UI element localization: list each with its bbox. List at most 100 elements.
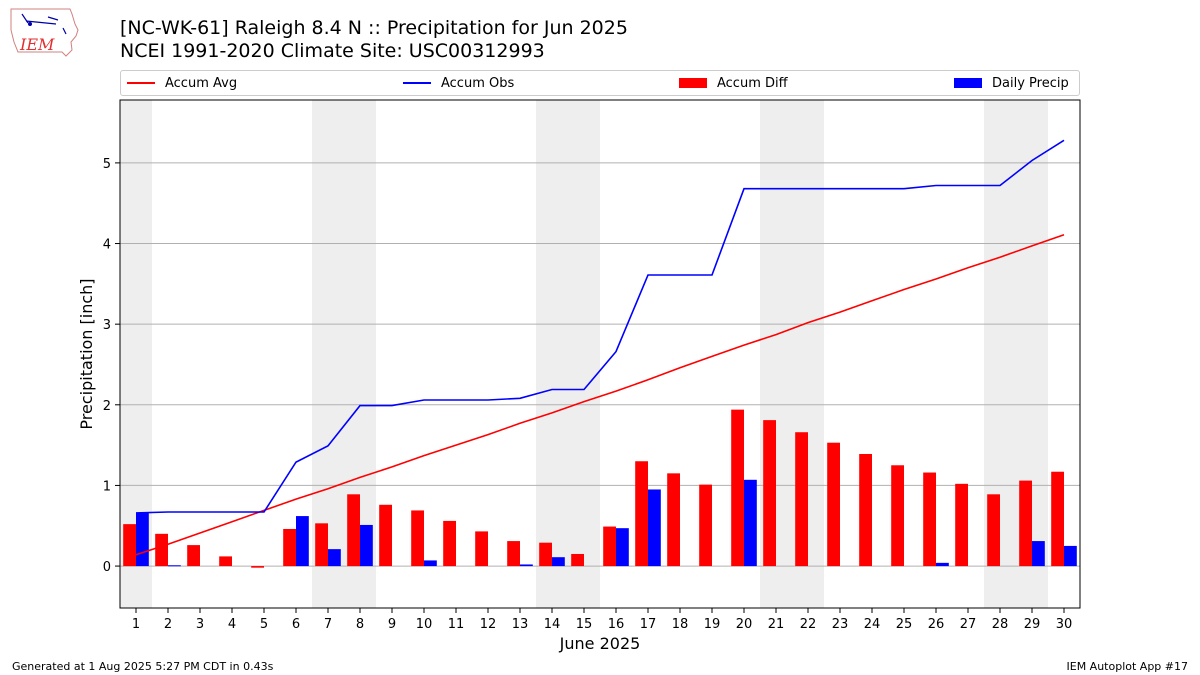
x-axis-label: June 2025 — [559, 634, 641, 653]
bar-daily-precip — [936, 562, 949, 567]
bar-accum-diff — [987, 494, 1000, 567]
legend-label-accum-obs: Accum Obs — [441, 75, 515, 91]
bar-accum-diff — [507, 541, 520, 567]
legend-item-daily-precip: Daily Precip — [954, 73, 1069, 93]
x-tick-label: 27 — [960, 617, 977, 632]
bar-daily-precip — [520, 564, 533, 567]
x-tick-label: 19 — [704, 617, 721, 632]
chart-subtitle: NCEI 1991-2020 Climate Site: USC00312993 — [120, 40, 545, 62]
x-tick-label: 9 — [388, 617, 396, 632]
x-tick-label: 18 — [672, 617, 689, 632]
bar-accum-diff — [923, 472, 936, 567]
bar-daily-precip — [136, 512, 149, 567]
y-tick-label: 5 — [103, 157, 111, 172]
x-tick-label: 20 — [736, 617, 753, 632]
x-tick-label: 1 — [132, 617, 140, 632]
bar-accum-diff — [603, 526, 616, 567]
y-tick-label: 1 — [103, 479, 111, 494]
bar-accum-diff — [155, 533, 168, 567]
weekend-shade — [536, 100, 568, 608]
bar-daily-precip — [328, 549, 341, 567]
legend-item-accum-obs: Accum Obs — [403, 73, 514, 93]
bar-daily-precip — [616, 528, 629, 567]
iem-logo: IEM — [8, 6, 80, 60]
x-tick-label: 17 — [640, 617, 657, 632]
x-tick-label: 24 — [864, 617, 881, 632]
bar-accum-diff — [475, 531, 488, 567]
bar-accum-diff — [891, 465, 904, 567]
bar-daily-precip — [744, 479, 757, 567]
x-tick-label: 10 — [416, 617, 433, 632]
legend-swatch-accum-diff — [679, 78, 707, 88]
legend-swatch-accum-obs — [403, 82, 431, 84]
legend-label-accum-avg: Accum Avg — [165, 75, 238, 91]
bar-accum-diff — [379, 504, 392, 567]
line-accum-avg — [135, 233, 1065, 556]
legend-label-accum-diff: Accum Diff — [717, 75, 788, 91]
bar-accum-diff — [1051, 471, 1064, 567]
legend-swatch-accum-avg — [127, 82, 155, 84]
y-axis-label: Precipitation [inch] — [77, 278, 96, 429]
y-tick-label: 2 — [103, 399, 111, 414]
bar-accum-diff — [795, 432, 808, 567]
legend-item-accum-diff: Accum Diff — [679, 73, 788, 93]
bar-accum-diff — [443, 520, 456, 567]
x-tick-label: 2 — [164, 617, 172, 632]
bar-daily-precip — [296, 516, 309, 567]
x-tick-label: 28 — [992, 617, 1009, 632]
x-tick-label: 29 — [1024, 617, 1041, 632]
x-tick-label: 25 — [896, 617, 913, 632]
x-tick-label: 23 — [832, 617, 849, 632]
x-tick-label: 12 — [480, 617, 497, 632]
legend-swatch-daily-precip — [954, 78, 982, 88]
footer-generated-text: Generated at 1 Aug 2025 5:27 PM CDT in 0… — [12, 660, 274, 673]
bar-accum-diff — [763, 420, 776, 567]
bar-daily-precip — [168, 565, 181, 567]
x-tick-label: 15 — [576, 617, 593, 632]
footer-app-text: IEM Autoplot App #17 — [1066, 660, 1189, 673]
bar-accum-diff — [731, 409, 744, 567]
bar-daily-precip — [552, 557, 565, 567]
x-tick-label: 22 — [800, 617, 817, 632]
legend-item-accum-avg: Accum Avg — [127, 73, 237, 93]
bar-accum-diff — [699, 484, 712, 567]
bar-accum-diff — [251, 566, 264, 568]
chart-legend: Accum Avg Accum Obs Accum Diff Daily Pre… — [120, 70, 1080, 96]
bar-daily-precip — [424, 560, 437, 567]
bar-accum-diff — [859, 453, 872, 567]
y-tick-label: 3 — [103, 318, 111, 333]
y-tick-label: 0 — [103, 560, 111, 575]
bar-accum-diff — [123, 524, 136, 567]
bar-daily-precip — [1064, 545, 1077, 567]
x-tick-label: 14 — [544, 617, 561, 632]
legend-label-daily-precip: Daily Precip — [992, 75, 1069, 91]
x-tick-label: 8 — [356, 617, 364, 632]
x-tick-label: 3 — [196, 617, 204, 632]
line-accum-obs — [135, 139, 1065, 514]
x-tick-label: 26 — [928, 617, 945, 632]
bar-accum-diff — [411, 510, 424, 567]
bar-daily-precip — [360, 524, 373, 567]
bar-accum-diff — [187, 545, 200, 567]
bar-accum-diff — [219, 556, 232, 567]
iem-iowa-logo-icon: IEM — [10, 8, 79, 57]
bar-accum-diff — [315, 523, 328, 567]
x-tick-label: 7 — [324, 617, 332, 632]
x-tick-label: 6 — [292, 617, 300, 632]
x-tick-label: 16 — [608, 617, 625, 632]
y-tick-label: 4 — [103, 238, 111, 253]
bar-daily-precip — [648, 489, 661, 567]
bar-accum-diff — [347, 494, 360, 567]
bar-accum-diff — [827, 442, 840, 567]
bar-accum-diff — [667, 473, 680, 567]
bar-accum-diff — [539, 542, 552, 567]
iem-logo-text: IEM — [19, 35, 55, 54]
x-tick-label: 11 — [448, 617, 465, 632]
weekend-shade — [568, 100, 600, 608]
x-tick-label: 30 — [1056, 617, 1073, 632]
bar-accum-diff — [955, 483, 968, 567]
bar-accum-diff — [571, 553, 584, 567]
bar-accum-diff — [283, 528, 296, 567]
chart-title: [NC-WK-61] Raleigh 8.4 N :: Precipitatio… — [120, 17, 628, 39]
